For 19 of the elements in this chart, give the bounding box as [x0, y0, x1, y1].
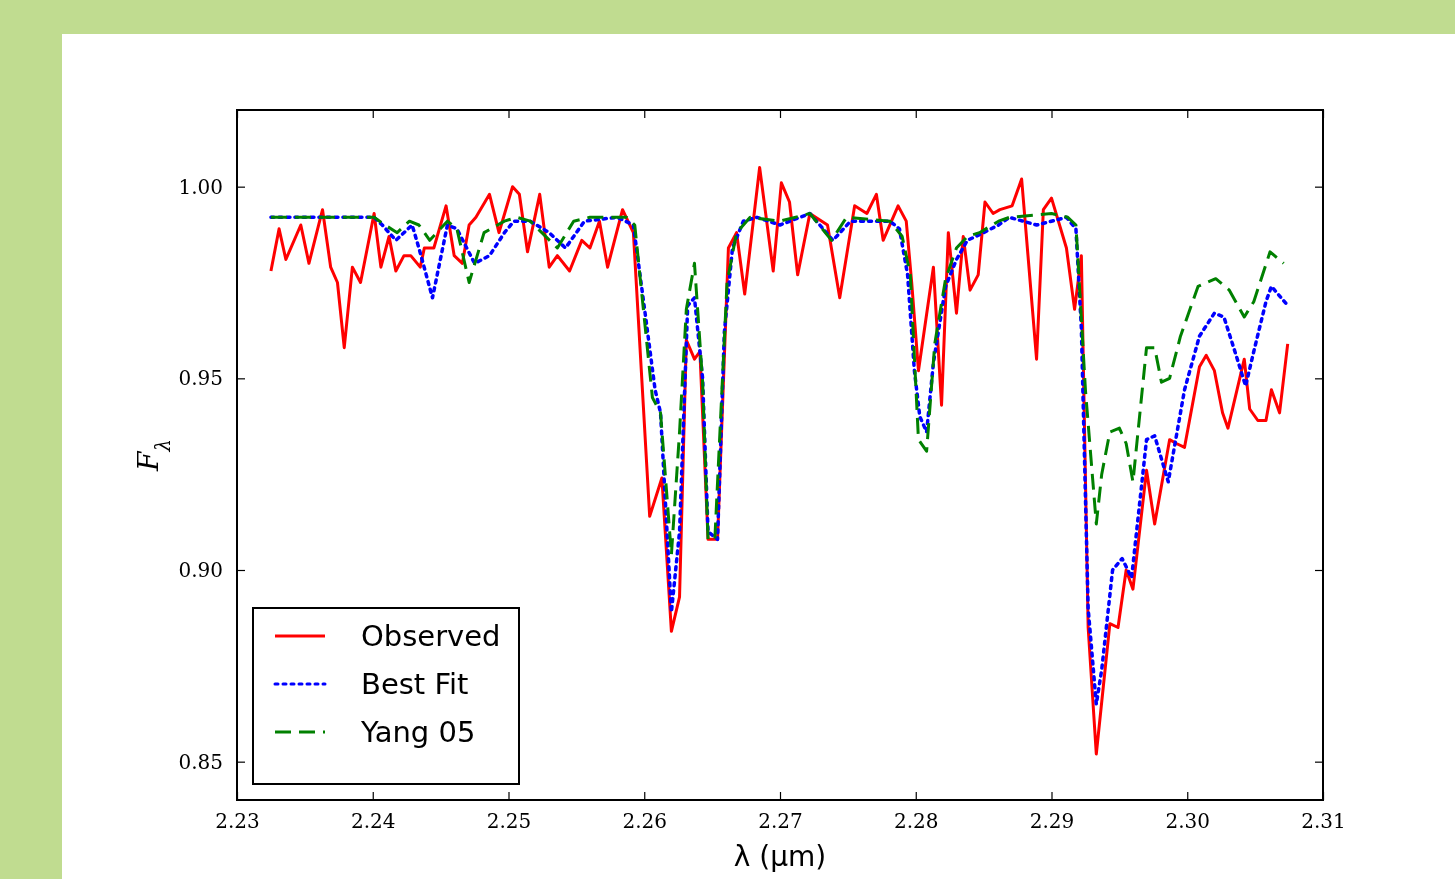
line-series — [269, 211, 1290, 706]
legend-label: Observed — [361, 619, 501, 653]
legend-label: Yang 05 — [360, 715, 476, 749]
x-tick-label: 2.23 — [215, 809, 260, 834]
x-tick-label: 2.25 — [486, 809, 532, 834]
y-tick-label: 1.00 — [178, 174, 223, 199]
x-tick-label: 2.29 — [1029, 809, 1075, 834]
line-series — [269, 212, 1286, 557]
x-tick-label: 2.30 — [1165, 809, 1211, 834]
x-tick-label: 2.24 — [350, 809, 396, 834]
x-tick-label: 2.31 — [1301, 809, 1346, 834]
y-tick-label: 0.95 — [178, 366, 223, 391]
legend-label: Best Fit — [361, 667, 469, 701]
y-tick-label: 0.90 — [178, 557, 223, 582]
y-tick-label: 0.85 — [178, 749, 223, 774]
x-tick-label: 2.26 — [622, 809, 668, 834]
x-axis-title: λ (μm) — [733, 840, 827, 873]
x-tick-label: 2.28 — [893, 809, 939, 834]
x-tick-label: 2.27 — [758, 809, 803, 834]
